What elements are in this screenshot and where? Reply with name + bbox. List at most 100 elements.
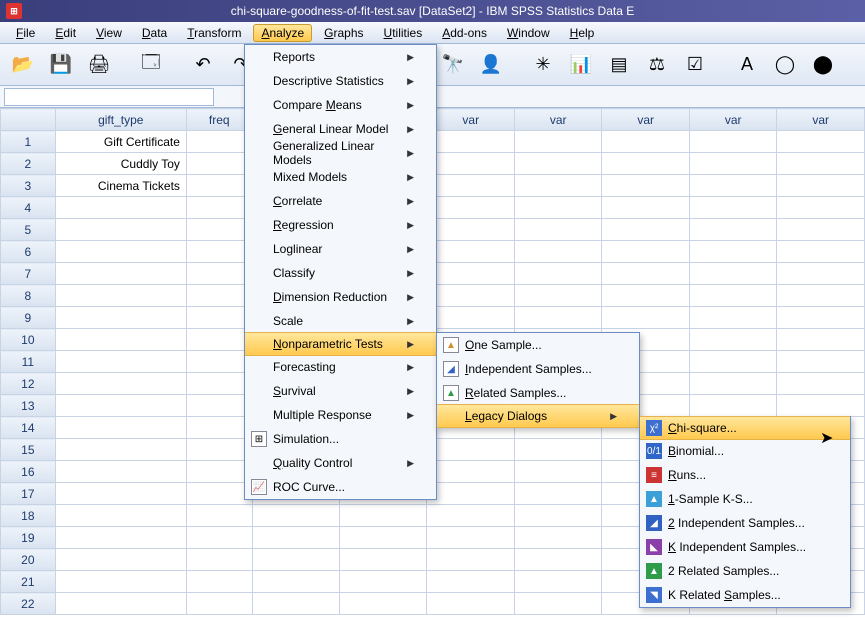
cell[interactable] bbox=[602, 131, 689, 153]
cell[interactable] bbox=[427, 549, 514, 571]
cell[interactable] bbox=[186, 285, 252, 307]
analyze-item[interactable]: Generalized Linear Models▶ bbox=[245, 141, 436, 165]
analyze-item[interactable]: Nonparametric Tests▶ bbox=[245, 332, 436, 356]
cell[interactable] bbox=[186, 307, 252, 329]
menu-help[interactable]: Help bbox=[562, 24, 603, 42]
cell[interactable] bbox=[340, 593, 427, 615]
cell[interactable] bbox=[427, 175, 514, 197]
cell[interactable] bbox=[186, 483, 252, 505]
cell[interactable] bbox=[186, 329, 252, 351]
cell[interactable] bbox=[55, 307, 186, 329]
cell[interactable] bbox=[689, 153, 776, 175]
cell[interactable] bbox=[427, 307, 514, 329]
toolbar-find-icon[interactable]: 🔭 bbox=[436, 49, 470, 81]
row-header[interactable]: 5 bbox=[1, 219, 56, 241]
cell[interactable] bbox=[602, 241, 689, 263]
analyze-item[interactable]: General Linear Model▶ bbox=[245, 117, 436, 141]
legacy-item[interactable]: ◢2 Independent Samples... bbox=[640, 511, 850, 535]
cell[interactable] bbox=[514, 131, 601, 153]
column-header[interactable]: var bbox=[514, 109, 601, 131]
analyze-item[interactable]: Classify▶ bbox=[245, 261, 436, 285]
cell[interactable] bbox=[427, 593, 514, 615]
row-header[interactable]: 17 bbox=[1, 483, 56, 505]
cell[interactable] bbox=[514, 241, 601, 263]
cell[interactable] bbox=[777, 197, 865, 219]
nonparametric-item[interactable]: Legacy Dialogs▶ bbox=[437, 404, 639, 428]
row-header[interactable]: 1 bbox=[1, 131, 56, 153]
cell[interactable] bbox=[55, 351, 186, 373]
cell[interactable] bbox=[427, 461, 514, 483]
menu-window[interactable]: Window bbox=[499, 24, 558, 42]
cell[interactable] bbox=[55, 219, 186, 241]
toolbar-undo-icon[interactable]: ↶ bbox=[186, 49, 220, 81]
cell[interactable] bbox=[55, 417, 186, 439]
nonparametric-item[interactable]: ▲Related Samples... bbox=[437, 381, 639, 405]
nonparametric-item[interactable]: ▲One Sample... bbox=[437, 333, 639, 357]
toolbar-select-icon[interactable]: ☑ bbox=[678, 49, 712, 81]
row-header[interactable]: 20 bbox=[1, 549, 56, 571]
cell[interactable] bbox=[777, 153, 865, 175]
cell[interactable] bbox=[186, 351, 252, 373]
analyze-item[interactable]: Loglinear▶ bbox=[245, 237, 436, 261]
cell[interactable]: Cinema Tickets bbox=[55, 175, 186, 197]
cell[interactable] bbox=[186, 549, 252, 571]
cell[interactable] bbox=[689, 329, 776, 351]
toolbar-show-icon[interactable]: ⬤ bbox=[806, 49, 840, 81]
toolbar-value-labels-icon[interactable]: A bbox=[730, 49, 764, 81]
cell[interactable] bbox=[186, 219, 252, 241]
cell[interactable] bbox=[55, 285, 186, 307]
toolbar-use-sets-icon[interactable]: ◯ bbox=[768, 49, 802, 81]
column-header[interactable]: var bbox=[427, 109, 514, 131]
column-header[interactable]: gift_type bbox=[55, 109, 186, 131]
cell[interactable] bbox=[340, 571, 427, 593]
cell[interactable] bbox=[252, 505, 339, 527]
menu-analyze[interactable]: Analyze bbox=[253, 24, 312, 42]
cell[interactable] bbox=[777, 329, 865, 351]
legacy-item[interactable]: 0/1Binomial... bbox=[640, 439, 850, 463]
legacy-item[interactable]: ◥K Related Samples... bbox=[640, 583, 850, 607]
menu-graphs[interactable]: Graphs bbox=[316, 24, 371, 42]
cell[interactable] bbox=[186, 439, 252, 461]
cell[interactable] bbox=[186, 461, 252, 483]
cell[interactable] bbox=[427, 527, 514, 549]
analyze-item[interactable]: Survival▶ bbox=[245, 379, 436, 403]
cell[interactable] bbox=[602, 307, 689, 329]
cell[interactable] bbox=[689, 241, 776, 263]
menu-transform[interactable]: Transform bbox=[179, 24, 249, 42]
cell[interactable] bbox=[777, 263, 865, 285]
row-header[interactable]: 15 bbox=[1, 439, 56, 461]
cell[interactable] bbox=[55, 395, 186, 417]
row-header[interactable]: 21 bbox=[1, 571, 56, 593]
cell[interactable] bbox=[777, 351, 865, 373]
cell[interactable] bbox=[340, 549, 427, 571]
cell[interactable] bbox=[427, 263, 514, 285]
cell[interactable] bbox=[514, 549, 601, 571]
cell[interactable] bbox=[689, 351, 776, 373]
legacy-item[interactable]: ≡Runs... bbox=[640, 463, 850, 487]
cell[interactable] bbox=[55, 461, 186, 483]
cell[interactable] bbox=[777, 307, 865, 329]
menu-add-ons[interactable]: Add-ons bbox=[434, 24, 495, 42]
toolbar-print-icon[interactable]: 🖨 bbox=[82, 49, 116, 81]
row-header[interactable]: 22 bbox=[1, 593, 56, 615]
cell[interactable] bbox=[427, 197, 514, 219]
toolbar-save-icon[interactable]: 💾 bbox=[44, 49, 78, 81]
toolbar-insert-case-icon[interactable]: ✳ bbox=[526, 49, 560, 81]
cell[interactable] bbox=[55, 593, 186, 615]
cell[interactable] bbox=[186, 175, 252, 197]
cell[interactable] bbox=[55, 483, 186, 505]
cell[interactable] bbox=[55, 527, 186, 549]
row-header[interactable]: 11 bbox=[1, 351, 56, 373]
cell[interactable] bbox=[186, 417, 252, 439]
cell[interactable] bbox=[777, 131, 865, 153]
nonparametric-item[interactable]: ◢Independent Samples... bbox=[437, 357, 639, 381]
cell[interactable] bbox=[514, 285, 601, 307]
cell[interactable] bbox=[689, 219, 776, 241]
cell[interactable] bbox=[252, 549, 339, 571]
row-header[interactable]: 4 bbox=[1, 197, 56, 219]
cell[interactable] bbox=[55, 571, 186, 593]
cell[interactable] bbox=[55, 373, 186, 395]
cell[interactable] bbox=[186, 131, 252, 153]
cell[interactable] bbox=[777, 395, 865, 417]
toolbar-open-icon[interactable]: 📂 bbox=[6, 49, 40, 81]
